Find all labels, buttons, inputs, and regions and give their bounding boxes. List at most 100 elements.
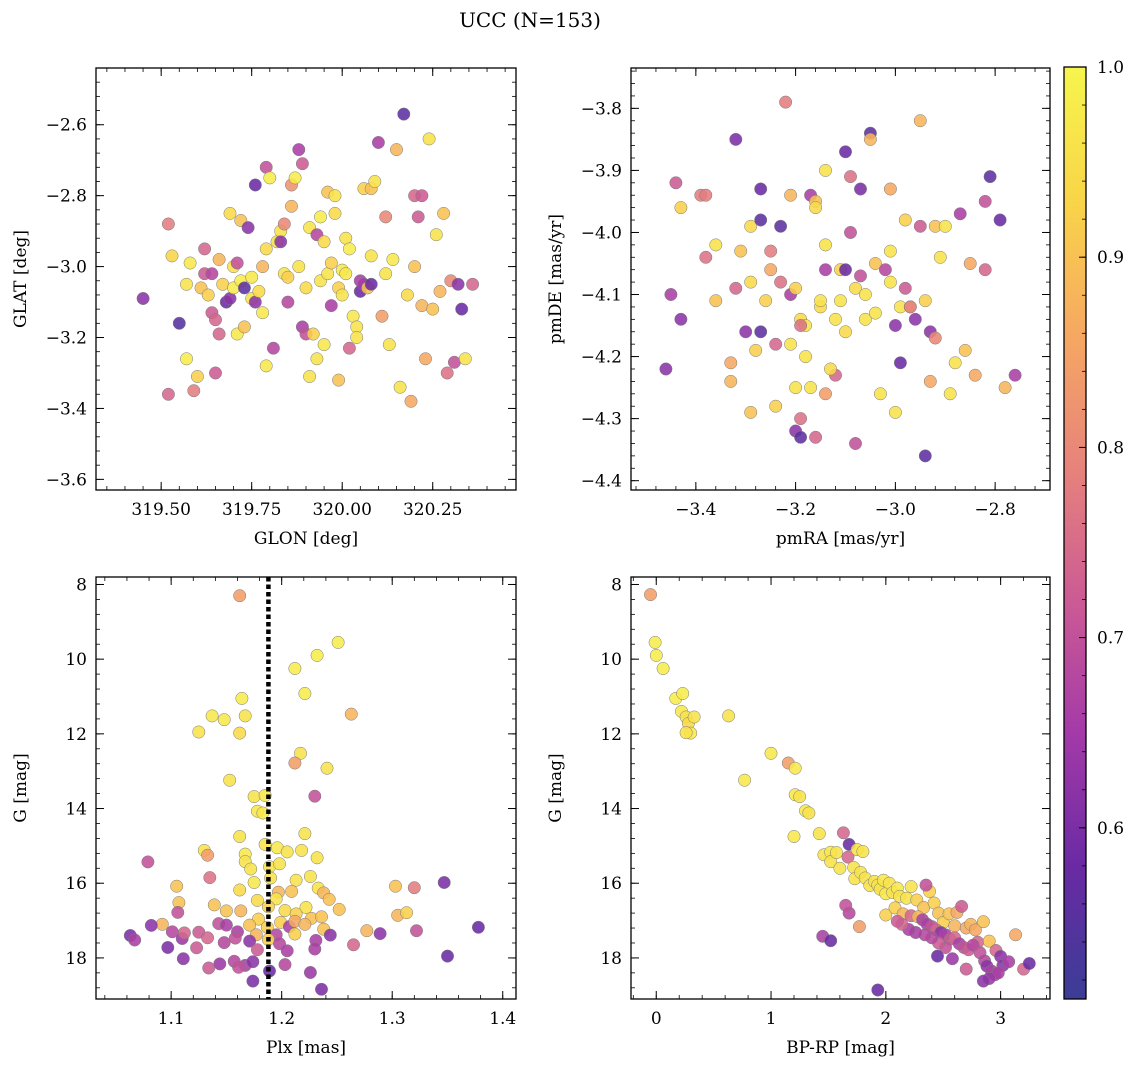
data-point (350, 331, 364, 344)
data-point (466, 277, 480, 291)
data-point (217, 936, 231, 950)
data-point (789, 381, 803, 395)
data-point (278, 904, 292, 917)
data-point (437, 876, 451, 889)
data-point (749, 343, 763, 357)
data-point (183, 256, 197, 270)
data-point (998, 381, 1012, 395)
data-point (364, 277, 378, 291)
data-point (332, 902, 346, 916)
data-point (281, 295, 295, 309)
data-point (180, 352, 193, 366)
data-point (310, 851, 324, 865)
data-point (201, 288, 215, 302)
x-axis-label: GLON [deg] (254, 529, 358, 549)
data-point (177, 926, 191, 940)
data-point (339, 267, 353, 281)
data-point (1022, 957, 1036, 970)
x-tick-label: 320.00 (312, 500, 371, 520)
colorbar-tick-label: 0.6 (1097, 819, 1124, 839)
data-point (364, 249, 378, 263)
data-point (824, 362, 837, 376)
data-point (259, 242, 273, 256)
data-point (165, 249, 179, 263)
scatter-points (123, 589, 485, 996)
data-point (295, 157, 309, 171)
colorbar-tick-label: 0.7 (1097, 629, 1124, 649)
data-point (244, 862, 258, 876)
data-point (292, 260, 306, 274)
y-tick-label: −4.3 (581, 410, 622, 430)
data-point (379, 210, 393, 224)
data-point (794, 319, 808, 332)
data-point (192, 725, 206, 739)
y-axis-label: G [mag] (11, 753, 31, 822)
data-point (794, 430, 808, 444)
data-point (863, 132, 877, 146)
data-point (982, 934, 996, 948)
data-point (764, 263, 778, 277)
data-point (219, 918, 233, 932)
data-point (839, 325, 852, 339)
data-point (426, 302, 440, 316)
ticks: −3.4 −3.2 −3.0 −2.8 −4.4 −4.3 −4.2 −4.1 −4.0 −3.9… (581, 68, 1050, 520)
data-point (212, 327, 226, 341)
data-point (774, 219, 788, 233)
data-point (144, 918, 158, 932)
data-point (784, 188, 798, 202)
data-point (953, 207, 967, 221)
data-point (1009, 928, 1023, 942)
data-point (849, 437, 862, 450)
data-point (201, 931, 215, 945)
data-point (303, 870, 317, 883)
data-point (390, 143, 403, 157)
x-tick-label: 1.2 (268, 1009, 295, 1029)
data-point (471, 920, 485, 934)
y-tick-label: 14 (600, 800, 622, 820)
data-point (141, 855, 155, 869)
data-point (161, 941, 175, 954)
data-point (322, 892, 336, 906)
data-point (794, 412, 808, 426)
x-axis-label: pmRA [mas/yr] (776, 529, 905, 549)
data-point (879, 908, 893, 922)
data-point (709, 294, 723, 308)
data-point (373, 927, 387, 941)
data-point (201, 848, 215, 862)
data-point (187, 384, 201, 398)
data-point (205, 709, 219, 723)
data-point (269, 892, 283, 906)
data-point (868, 306, 882, 320)
data-point (854, 182, 867, 196)
data-point (659, 362, 673, 376)
data-point (294, 746, 307, 760)
data-point (904, 880, 918, 894)
data-point (382, 338, 396, 352)
data-point (978, 263, 992, 277)
data-point (180, 277, 193, 291)
data-point (299, 901, 313, 914)
data-point (335, 288, 349, 302)
data-point (234, 904, 248, 918)
data-point (190, 941, 204, 955)
data-point (342, 341, 356, 355)
data-point (441, 949, 454, 963)
data-point (440, 366, 454, 380)
y-axis-label: G [mag] (546, 753, 566, 822)
data-point (315, 982, 328, 996)
data-point (250, 943, 264, 957)
data-point (455, 302, 469, 316)
data-point (799, 350, 813, 364)
data-point (419, 352, 432, 366)
data-point (788, 761, 802, 775)
data-point (233, 883, 247, 897)
data-point (856, 845, 870, 858)
data-point (246, 974, 260, 988)
y-axis-label: GLAT [deg] (11, 230, 31, 328)
data-point (274, 235, 288, 249)
axes-frame (95, 576, 517, 1000)
data-point (213, 957, 227, 971)
data-point (852, 920, 866, 934)
y-tick-label: −4.0 (581, 223, 622, 243)
